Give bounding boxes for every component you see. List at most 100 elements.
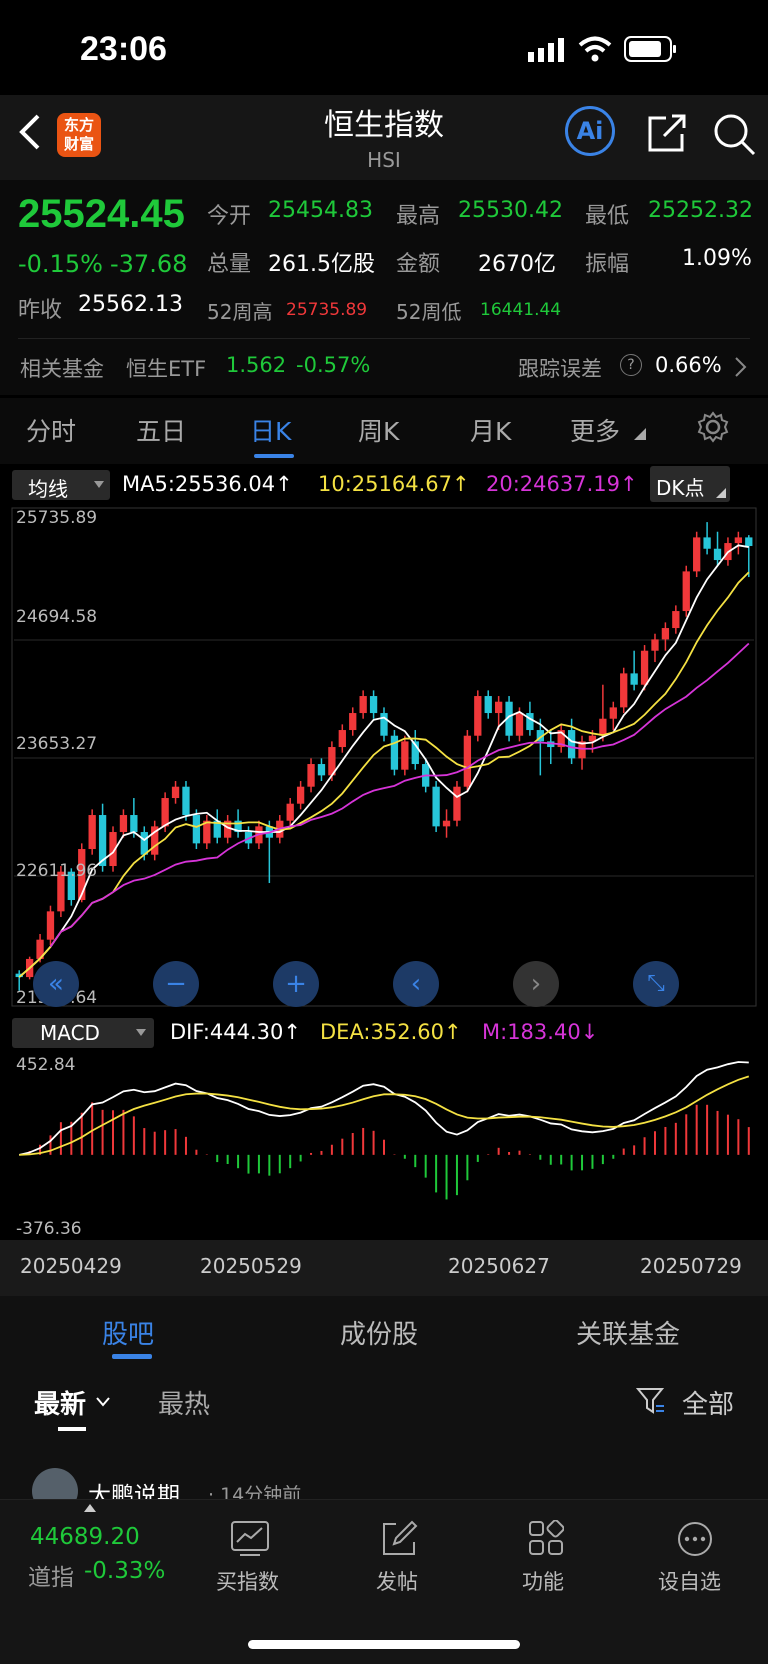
candle-body bbox=[640, 650, 649, 685]
ai-button[interactable]: Ai bbox=[565, 106, 615, 156]
kline-chart[interactable] bbox=[0, 504, 768, 1010]
caret-down-icon bbox=[136, 1029, 146, 1036]
candle-body bbox=[67, 871, 75, 901]
date-label: 20250729 bbox=[640, 1254, 742, 1278]
kline-chart-area bbox=[0, 466, 768, 1296]
candle-body bbox=[192, 815, 201, 844]
share-icon[interactable] bbox=[646, 112, 688, 154]
chevron-right-icon bbox=[735, 357, 747, 377]
candle-body bbox=[463, 735, 472, 787]
candle-body bbox=[442, 820, 451, 827]
candle-body bbox=[661, 628, 670, 640]
back-icon[interactable] bbox=[18, 112, 42, 152]
high-value: 25530.42 bbox=[458, 198, 563, 223]
tab-related-funds[interactable]: 关联基金 bbox=[576, 1320, 681, 1350]
chevron-down-icon bbox=[96, 1397, 110, 1407]
candle-body bbox=[578, 741, 586, 759]
minus-icon: − bbox=[165, 969, 187, 999]
nav-buy-index[interactable]: 买指数 bbox=[216, 1570, 279, 1594]
tab-more[interactable]: 更多 bbox=[570, 417, 621, 446]
scroll-left-fast-button[interactable]: « bbox=[33, 961, 79, 1007]
candle-body bbox=[109, 832, 117, 867]
chevron-left-icon: ‹ bbox=[410, 969, 422, 999]
scroll-right-button[interactable]: › bbox=[513, 961, 559, 1007]
indicator-selector[interactable]: MACD bbox=[12, 1018, 154, 1048]
dow-change: -0.33% bbox=[84, 1558, 166, 1584]
date-axis: 20250429 20250529 20250627 20250729 bbox=[0, 1240, 768, 1296]
candle-body bbox=[401, 741, 409, 770]
nav-add-watchlist[interactable]: 设自选 bbox=[658, 1570, 721, 1594]
chevron-right-icon: › bbox=[530, 969, 542, 999]
tab-five-day[interactable]: 五日 bbox=[136, 417, 187, 446]
macd-chart[interactable] bbox=[0, 1052, 768, 1242]
tab-intraday[interactable]: 分时 bbox=[26, 417, 77, 446]
plus-icon: + bbox=[285, 969, 307, 999]
volume-label: 总量 bbox=[207, 252, 252, 277]
scroll-left-button[interactable]: ‹ bbox=[393, 961, 439, 1007]
dk-point-button[interactable]: DK点 bbox=[650, 466, 730, 502]
forum-feed: 最新 最热 全部 大鹏说期 · 14分钟前 bbox=[0, 1364, 768, 1514]
status-time: 23:06 bbox=[80, 30, 167, 68]
candle-body bbox=[557, 730, 565, 748]
bottom-toolbar: 44689.20 道指 -0.33% 买指数 发帖 功能 设自选 bbox=[0, 1499, 768, 1664]
help-icon[interactable]: ? bbox=[620, 354, 642, 376]
fund-change: -0.57% bbox=[296, 353, 371, 377]
candle-body bbox=[693, 537, 701, 572]
content-tabs: 股吧 成份股 关联基金 bbox=[0, 1296, 768, 1364]
low-label: 最低 bbox=[585, 204, 630, 229]
nav-functions[interactable]: 功能 bbox=[522, 1570, 564, 1594]
nav-header bbox=[0, 95, 768, 180]
w52-high-value: 25735.89 bbox=[286, 300, 368, 320]
macd-axis-label: 452.84 bbox=[16, 1055, 76, 1075]
candle-body bbox=[130, 815, 138, 833]
amplitude-label: 振幅 bbox=[585, 252, 630, 277]
candle-body bbox=[36, 939, 44, 959]
fullscreen-button[interactable]: ⤡ bbox=[633, 961, 679, 1007]
candle-body bbox=[151, 826, 159, 855]
filter-icon[interactable] bbox=[636, 1386, 666, 1416]
candle-body bbox=[474, 696, 482, 736]
change-abs: -37.68 bbox=[110, 250, 188, 278]
ma20-value: 20:24637.19↑ bbox=[486, 472, 638, 496]
related-fund-row[interactable]: 相关基金 恒生ETF 1.562 -0.57% 跟踪误差 ? 0.66% bbox=[0, 342, 768, 392]
tab-weekly-k[interactable]: 周K bbox=[358, 417, 400, 446]
open-label: 今开 bbox=[207, 204, 252, 229]
home-indicator bbox=[248, 1640, 520, 1649]
ma-selector-label: 均线 bbox=[28, 477, 68, 501]
candle-body bbox=[515, 713, 524, 736]
dea-line bbox=[19, 1075, 750, 1156]
m-value: M:183.40↓ bbox=[482, 1020, 599, 1044]
dk-label: DK点 bbox=[656, 476, 705, 500]
divider bbox=[18, 338, 750, 339]
edit-icon bbox=[383, 1520, 418, 1555]
ma-selector[interactable]: 均线 bbox=[12, 470, 110, 501]
zoom-in-button[interactable]: + bbox=[273, 961, 319, 1007]
tab-forum[interactable]: 股吧 bbox=[102, 1320, 155, 1350]
price-axis-label: 25735.89 bbox=[16, 508, 98, 528]
tab-daily-k[interactable]: 日K bbox=[250, 417, 292, 446]
candle-body bbox=[171, 786, 180, 799]
battery-icon bbox=[624, 36, 676, 62]
candle-body bbox=[380, 713, 388, 736]
candle-body bbox=[745, 537, 753, 547]
tab-constituents[interactable]: 成份股 bbox=[340, 1320, 419, 1350]
date-label: 20250429 bbox=[20, 1254, 122, 1278]
candle-body bbox=[317, 764, 326, 776]
dif-value: DIF:444.30↑ bbox=[170, 1020, 301, 1044]
settings-gear-icon[interactable] bbox=[696, 410, 730, 444]
dow-value[interactable]: 44689.20 bbox=[30, 1524, 140, 1550]
zoom-out-button[interactable]: − bbox=[153, 961, 199, 1007]
candle-body bbox=[140, 832, 148, 855]
tab-monthly-k[interactable]: 月K bbox=[470, 417, 512, 446]
filter-all[interactable]: 全部 bbox=[682, 1390, 735, 1420]
fund-price: 1.562 bbox=[226, 353, 287, 377]
sort-hot[interactable]: 最热 bbox=[158, 1390, 211, 1420]
index-code: HSI bbox=[367, 148, 401, 172]
nav-post[interactable]: 发帖 bbox=[376, 1570, 418, 1594]
apps-icon bbox=[529, 1520, 564, 1555]
high-label: 最高 bbox=[396, 204, 441, 229]
dow-label: 道指 bbox=[28, 1565, 74, 1591]
sort-latest[interactable]: 最新 bbox=[34, 1390, 87, 1420]
price-axis-label: 24694.58 bbox=[16, 607, 98, 627]
search-icon[interactable] bbox=[712, 112, 756, 156]
